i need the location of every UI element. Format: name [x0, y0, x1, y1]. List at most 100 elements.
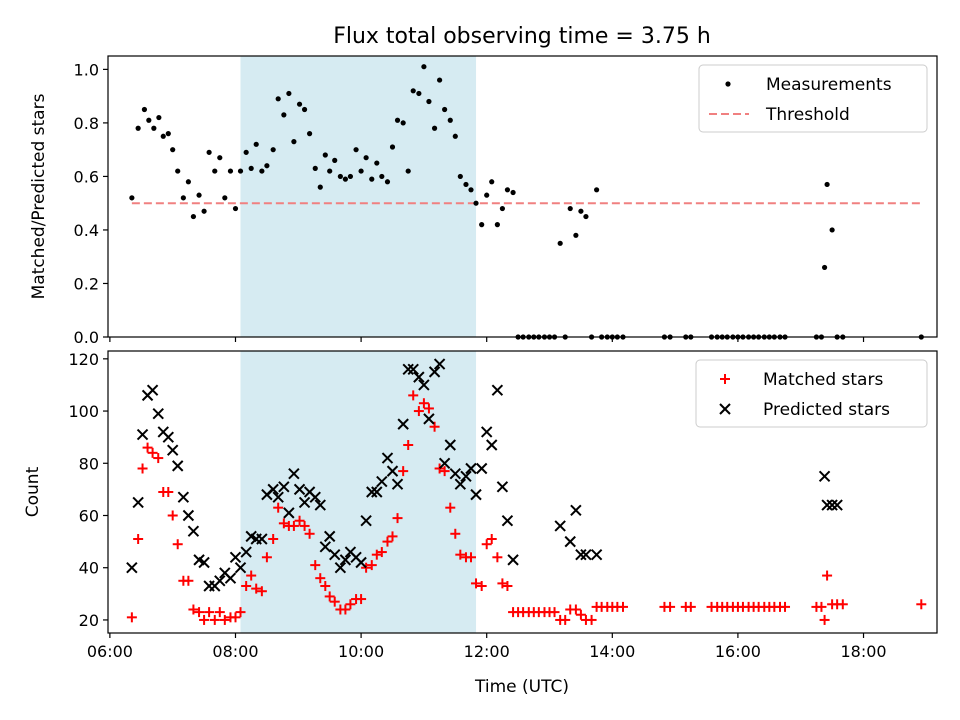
- matched-star-point: [455, 549, 466, 560]
- predicted-star-point: [570, 504, 582, 516]
- predicted-star-point: [214, 575, 226, 587]
- measurement-point: [463, 181, 469, 188]
- predicted-star-point: [507, 554, 519, 566]
- y-tick-label: 120: [68, 350, 99, 369]
- legend-label: Matched stars: [763, 370, 883, 390]
- measurement-point: [447, 117, 453, 123]
- matched-star-point: [423, 403, 434, 414]
- measurement-point: [337, 173, 343, 180]
- legend-box: [698, 64, 928, 133]
- measurement-point: [452, 133, 458, 139]
- x-tick-label: 16:00: [715, 642, 761, 661]
- matched-star-point: [408, 390, 419, 401]
- matched-star-point: [445, 502, 456, 513]
- matched-star-point: [256, 586, 267, 597]
- matched-star-point: [398, 466, 409, 477]
- measurement-point: [237, 168, 244, 174]
- measurement-point: [583, 213, 589, 220]
- measurement-point: [232, 205, 239, 212]
- predicted-star-point: [198, 556, 210, 569]
- measurement-point: [473, 200, 479, 206]
- measurement-point: [437, 77, 443, 83]
- measurement-point: [286, 90, 292, 97]
- predicted-star-point: [438, 457, 451, 469]
- measurement-point: [400, 120, 406, 126]
- legend-marker-plus: [720, 374, 730, 384]
- matched-star-point: [429, 421, 440, 432]
- measurement-point: [442, 106, 448, 113]
- y-axis-label: Matched/Predicted stars: [29, 93, 49, 299]
- matched-star-point: [476, 581, 487, 591]
- matched-star-point: [392, 513, 403, 524]
- matched-star-point: [137, 463, 148, 474]
- measurement-point: [217, 155, 223, 161]
- measurement-point: [180, 195, 186, 201]
- predicted-star-point: [818, 470, 831, 483]
- matched-star-point: [356, 594, 367, 605]
- matched-star-point: [502, 581, 513, 591]
- measurement-point: [248, 165, 254, 171]
- matched-star-point: [916, 599, 927, 610]
- predicted-star-point: [309, 491, 321, 503]
- predicted-star-point: [182, 509, 195, 522]
- predicted-star-point: [590, 548, 603, 561]
- measurement-point: [410, 88, 416, 94]
- measurement-point: [510, 189, 516, 196]
- predicted-star-point: [366, 486, 378, 498]
- axes-frame: [107, 55, 938, 338]
- measurement-point: [405, 168, 411, 174]
- predicted-star-point: [267, 483, 279, 496]
- x-tick-label: 10:00: [338, 642, 384, 661]
- predicted-star-point: [428, 366, 441, 378]
- predicted-star-point: [475, 462, 488, 475]
- observing-window-shade: [240, 56, 477, 337]
- measurement-point: [206, 149, 212, 155]
- measurement-point: [291, 139, 297, 145]
- predicted-star-point: [314, 499, 326, 511]
- measurement-point: [821, 264, 828, 271]
- matched-star-point: [340, 604, 351, 615]
- matched-star-point: [167, 510, 178, 521]
- matched-star-point: [194, 607, 205, 618]
- top-panel: 0.0 0.2 0.4 0.6 0.8 1.0 Matched/Predicted star…: [29, 55, 938, 347]
- legend-label: Predicted stars: [763, 400, 890, 420]
- measurement-point: [146, 117, 152, 123]
- matched-star-point: [268, 534, 279, 544]
- measurement-point: [557, 240, 563, 246]
- predicted-star-point: [229, 551, 242, 563]
- predicted-star-point: [152, 407, 164, 420]
- y-tick-label: 20: [79, 611, 99, 630]
- predicted-star-point: [177, 491, 190, 503]
- measurement-point: [259, 168, 265, 174]
- matched-star-point: [366, 560, 377, 571]
- y-tick-label: 60: [79, 507, 99, 526]
- predicted-star-point: [826, 499, 838, 511]
- matched-star-point: [324, 591, 335, 602]
- axes-frame: [107, 350, 938, 634]
- matched-star-point: [586, 614, 597, 625]
- matched-star-point: [837, 599, 848, 610]
- predicted-star-point: [407, 363, 419, 375]
- measurement-point: [275, 96, 281, 102]
- matched-star-point: [199, 614, 210, 625]
- matched-star-point: [246, 570, 257, 581]
- measurement-point: [296, 101, 303, 107]
- predicted-star-point: [433, 358, 446, 370]
- predicted-star-point: [821, 499, 833, 511]
- measurement-point: [358, 168, 364, 174]
- legend-marker-x: [719, 403, 731, 415]
- predicted-star-point: [397, 418, 409, 430]
- matched-star-point: [466, 552, 477, 563]
- y-tick-label: 0.6: [74, 167, 99, 186]
- matched-star-point: [204, 607, 215, 618]
- predicted-star-point: [355, 556, 367, 569]
- measurement-point: [332, 157, 338, 163]
- measurement-point: [201, 208, 207, 214]
- predicted-star-point: [272, 491, 284, 503]
- measurement-point: [824, 181, 830, 188]
- matched-star-point: [575, 609, 586, 620]
- measurement-point: [306, 131, 313, 137]
- matched-star-point: [299, 520, 310, 531]
- predicted-star-point: [454, 478, 467, 490]
